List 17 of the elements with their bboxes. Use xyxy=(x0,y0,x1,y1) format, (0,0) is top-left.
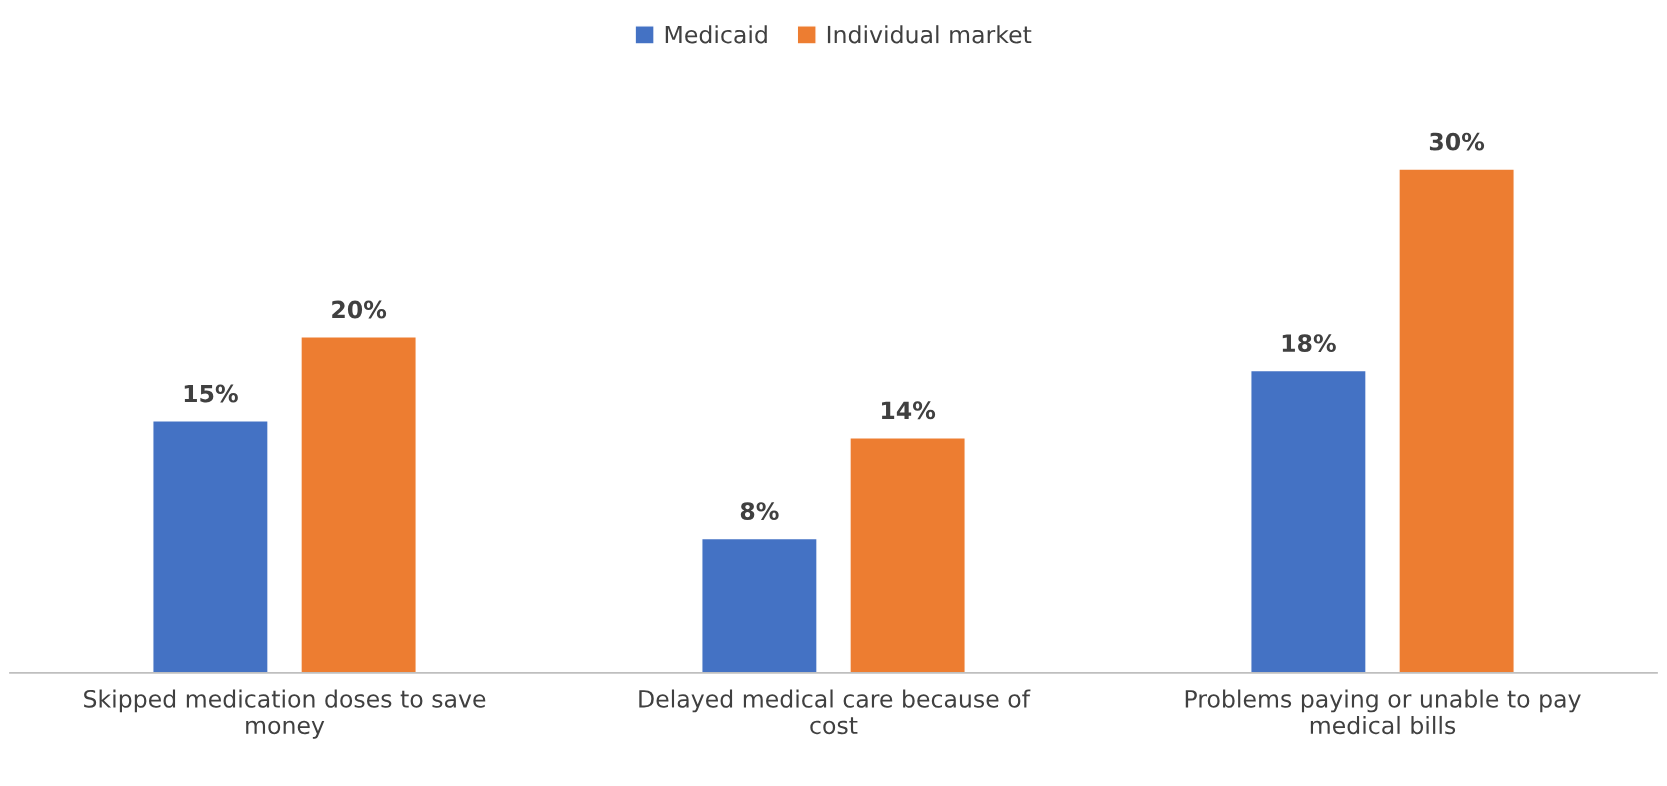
bar xyxy=(849,436,966,673)
bar xyxy=(1398,168,1515,673)
bar xyxy=(1250,369,1367,673)
data-label: 15% xyxy=(184,384,238,403)
x-tick-label: Delayed medical care because of cost xyxy=(639,689,1031,735)
legend-label: Individual market xyxy=(827,25,1032,44)
data-label: 14% xyxy=(882,401,936,420)
data-label: 30% xyxy=(1429,132,1485,151)
bar xyxy=(152,420,269,673)
x-tick-label: Problems paying or unable to pay medical bills xyxy=(1185,689,1581,735)
bar xyxy=(300,336,417,673)
x-tick-label: Skipped medication doses to save money xyxy=(84,689,486,739)
bar xyxy=(701,537,818,673)
data-label: 18% xyxy=(1282,334,1336,353)
data-label: 20% xyxy=(332,300,387,319)
data-label: 8% xyxy=(740,502,779,520)
legend-label: Medicaid xyxy=(665,25,767,44)
